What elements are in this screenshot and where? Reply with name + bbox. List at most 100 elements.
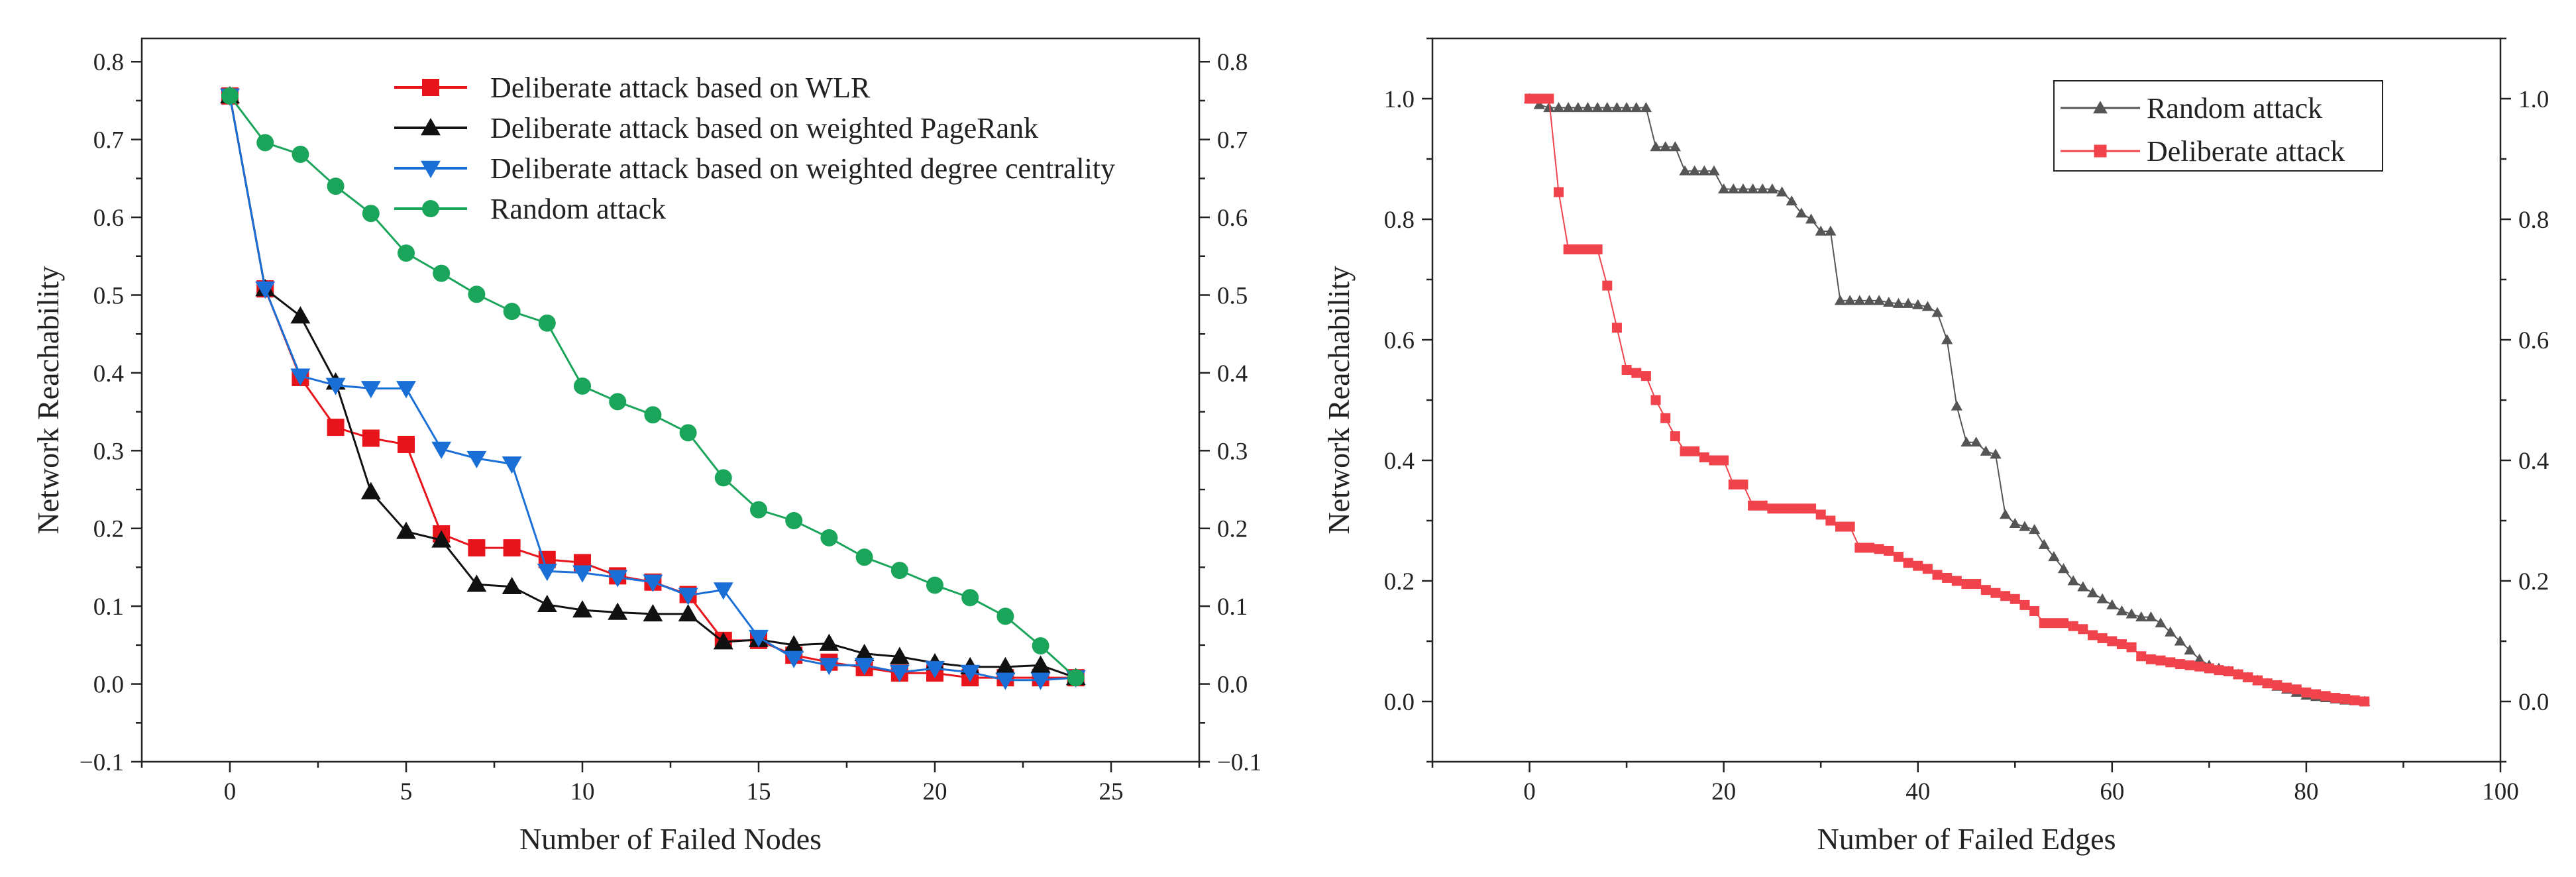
y-tick-label: 0.2: [93, 516, 124, 543]
data-point: [1669, 141, 1681, 152]
legend-label: Deliberate attack based on weighted Page…: [490, 112, 1038, 144]
data-point: [292, 145, 309, 163]
data-point: [2320, 691, 2331, 701]
data-point: [1690, 446, 1700, 456]
data-point: [2204, 663, 2214, 674]
data-point: [1032, 637, 1049, 655]
data-point: [1931, 307, 1943, 317]
data-point: [609, 393, 627, 411]
data-point: [1815, 509, 1826, 520]
data-point: [1951, 576, 1962, 586]
y-tick-label: 0.0: [1384, 689, 1415, 716]
data-point: [1912, 299, 1924, 309]
data-point: [1883, 296, 1895, 307]
data-point: [1777, 503, 1788, 514]
data-point: [468, 285, 486, 303]
data-point: [255, 281, 276, 299]
data-point: [466, 574, 487, 592]
data-point: [1999, 509, 2012, 519]
data-point: [572, 565, 592, 583]
data-point: [1746, 183, 1759, 193]
data-point: [2194, 653, 2206, 664]
data-point: [1874, 544, 1884, 554]
legend: Deliberate attack based on WLR Deliberate…: [394, 72, 1115, 225]
data-point: [1835, 521, 1845, 532]
data-point: [2311, 689, 2322, 699]
data-point: [2301, 687, 2312, 697]
data-point: [1834, 295, 1847, 305]
data-point: [1554, 187, 1564, 197]
data-point: [643, 574, 663, 592]
y-tick-label: 0.8: [1384, 207, 1415, 234]
data-point: [1942, 572, 1953, 583]
y-tick-label: 0.3: [93, 438, 124, 465]
data-point: [290, 368, 311, 386]
legend-frame: [2053, 80, 2383, 172]
data-point: [574, 377, 591, 395]
data-point: [1727, 183, 1739, 193]
data-point: [325, 378, 346, 395]
data-point: [679, 424, 697, 442]
legend-marker: [421, 118, 441, 136]
data-point: [433, 264, 451, 282]
data-point: [360, 482, 381, 499]
data-point: [1525, 93, 1535, 104]
data-point: [572, 600, 592, 618]
data-point: [327, 419, 345, 437]
data-point: [1572, 102, 1584, 113]
data-point: [1873, 295, 1885, 305]
data-point: [2048, 550, 2060, 562]
data-point: [1709, 455, 1719, 466]
data-point: [1884, 546, 1894, 556]
y-tick-label: 0.6: [93, 205, 124, 232]
data-point: [960, 664, 981, 682]
data-point: [1670, 431, 1680, 442]
data-point: [1621, 365, 1632, 375]
data-point: [1990, 448, 2002, 459]
data-point: [466, 450, 487, 469]
y-axis-title: Network Reachability: [1322, 266, 1356, 535]
data-point: [431, 530, 452, 548]
series-random-attack: [221, 87, 1085, 687]
data-point: [1825, 515, 1836, 526]
data-point: [290, 306, 311, 324]
data-point: [2174, 659, 2185, 670]
data-point: [2049, 618, 2059, 629]
data-point: [1543, 102, 1555, 113]
legend-marker: [2094, 144, 2107, 158]
data-point: [2194, 661, 2205, 672]
y-right-tick-label: 0.2: [1217, 516, 1248, 543]
data-point: [538, 314, 556, 332]
y-right-tick-label: 0.4: [2518, 448, 2549, 475]
legend-marker: [422, 200, 439, 217]
data-point: [503, 539, 521, 557]
data-point: [2135, 611, 2147, 622]
data-point: [2077, 581, 2089, 592]
data-point: [1844, 295, 1856, 305]
data-point: [643, 603, 663, 622]
data-point: [889, 664, 910, 682]
data-point: [1971, 579, 1982, 590]
x-tick-label: 80: [2294, 778, 2318, 805]
data-point: [713, 632, 733, 650]
data-point: [1970, 437, 1982, 447]
data-point: [1602, 280, 1613, 291]
data-point: [1650, 395, 1661, 405]
data-point: [1786, 503, 1797, 514]
data-point: [2262, 678, 2273, 689]
data-point: [995, 672, 1016, 690]
data-point: [1913, 560, 1923, 571]
data-point: [1631, 102, 1642, 113]
y-axis-title: Network Reachability: [31, 266, 65, 535]
y-right-tick-label: 0.6: [1217, 205, 1248, 232]
data-point: [396, 521, 416, 539]
data-point: [961, 589, 979, 607]
data-point: [2096, 593, 2108, 603]
data-point: [431, 441, 452, 459]
data-point: [1067, 669, 1085, 687]
data-point: [360, 381, 381, 399]
data-point: [2028, 524, 2041, 535]
data-point: [1573, 244, 1583, 254]
data-point: [1864, 542, 1874, 553]
data-point: [398, 435, 415, 453]
